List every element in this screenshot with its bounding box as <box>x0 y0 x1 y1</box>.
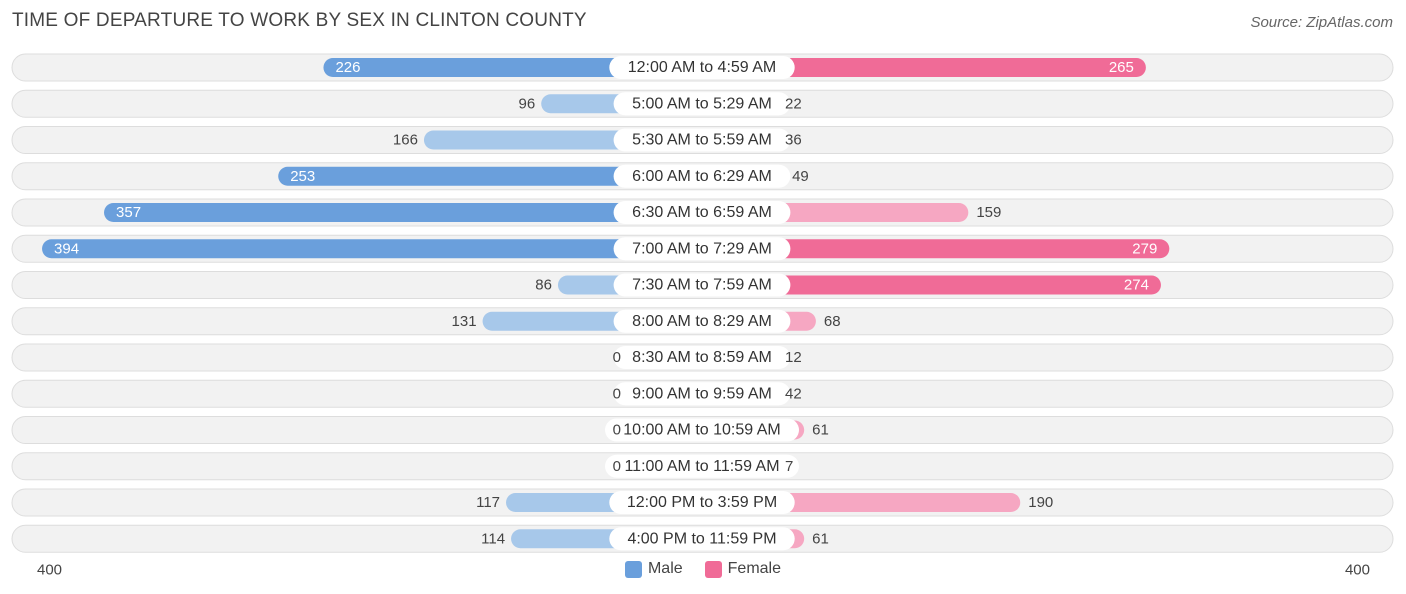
axis-label-right: 400 <box>1345 562 1370 579</box>
value-label-female: 12 <box>785 349 802 366</box>
value-label-female: 7 <box>785 458 793 475</box>
value-label-male: 394 <box>54 240 79 257</box>
value-label-female: 159 <box>976 204 1001 221</box>
category-label: 4:00 PM to 11:59 PM <box>627 530 776 547</box>
legend-item-female[interactable]: Female <box>704 560 782 578</box>
category-pill <box>613 382 791 406</box>
category-label: 10:00 AM to 10:59 AM <box>623 422 780 439</box>
value-label-male: 226 <box>335 59 360 76</box>
value-label-female: 68 <box>824 313 841 330</box>
category-label: 6:00 AM to 6:29 AM <box>632 168 772 185</box>
category-label: 8:30 AM to 8:59 AM <box>632 349 772 366</box>
value-label-male: 117 <box>476 494 500 511</box>
value-label-female: 279 <box>1132 240 1157 257</box>
value-label-female: 36 <box>785 132 802 149</box>
bar-female[interactable] <box>692 58 1146 77</box>
legend-swatch-male <box>624 560 642 578</box>
value-label-female: 22 <box>785 95 802 112</box>
category-label: 9:00 AM to 9:59 AM <box>632 385 772 402</box>
bar-female[interactable] <box>692 239 1170 259</box>
source-note: Source: ZipAtlas.com <box>1250 14 1393 31</box>
bar-female[interactable] <box>692 275 1161 295</box>
category-pill <box>613 92 791 116</box>
value-label-male: 86 <box>535 277 552 294</box>
value-label-male: 357 <box>116 204 141 221</box>
category-label: 12:00 AM to 4:59 AM <box>628 59 777 76</box>
legend: Male Female <box>0 560 1406 578</box>
value-label-male: 0 <box>613 458 621 475</box>
value-label-female: 61 <box>812 422 829 439</box>
category-pill <box>609 56 795 79</box>
category-label: 7:00 AM to 7:29 AM <box>632 240 772 257</box>
value-label-female: 274 <box>1124 277 1149 294</box>
value-label-male: 114 <box>481 530 505 547</box>
value-label-male: 96 <box>519 95 536 112</box>
value-label-female: 42 <box>785 385 802 402</box>
legend-swatch-female <box>704 560 722 578</box>
bar-male[interactable] <box>104 203 712 222</box>
chart-title: TIME OF DEPARTURE TO WORK BY SEX IN CLIN… <box>12 10 587 31</box>
bar-male[interactable] <box>42 239 712 259</box>
category-pill <box>605 454 799 478</box>
value-label-male: 0 <box>613 385 621 402</box>
category-label: 5:30 AM to 5:59 AM <box>632 132 772 149</box>
category-label: 11:00 AM to 11:59 AM <box>624 458 779 475</box>
bar-male[interactable] <box>278 166 712 186</box>
category-pill <box>613 237 791 261</box>
value-label-female: 190 <box>1028 494 1053 511</box>
category-pill <box>613 164 791 188</box>
category-label: 12:00 PM to 3:59 PM <box>627 494 777 511</box>
category-label: 8:00 AM to 8:29 AM <box>632 313 772 330</box>
legend-item-male[interactable]: Male <box>624 560 683 578</box>
category-pill <box>613 309 791 333</box>
legend-label-male: Male <box>647 560 683 577</box>
category-pill <box>609 527 795 551</box>
value-label-female: 49 <box>792 168 809 185</box>
value-label-male: 0 <box>613 422 621 439</box>
category-label: 6:30 AM to 6:59 AM <box>632 204 772 221</box>
value-label-female: 265 <box>1109 59 1134 76</box>
category-pill <box>605 418 799 442</box>
axis-label-left: 400 <box>37 562 62 579</box>
value-label-female: 61 <box>812 530 829 547</box>
value-label-male: 166 <box>393 132 418 149</box>
category-pill <box>613 273 791 297</box>
value-label-male: 253 <box>290 168 315 185</box>
category-pill <box>613 201 791 224</box>
category-pill <box>609 491 795 514</box>
category-pill <box>613 346 791 369</box>
legend-label-female: Female <box>727 560 782 577</box>
value-label-male: 0 <box>613 349 621 366</box>
category-pill <box>613 128 791 152</box>
value-label-male: 131 <box>452 313 477 330</box>
category-label: 7:30 AM to 7:59 AM <box>632 277 772 294</box>
category-label: 5:00 AM to 5:29 AM <box>632 95 772 112</box>
